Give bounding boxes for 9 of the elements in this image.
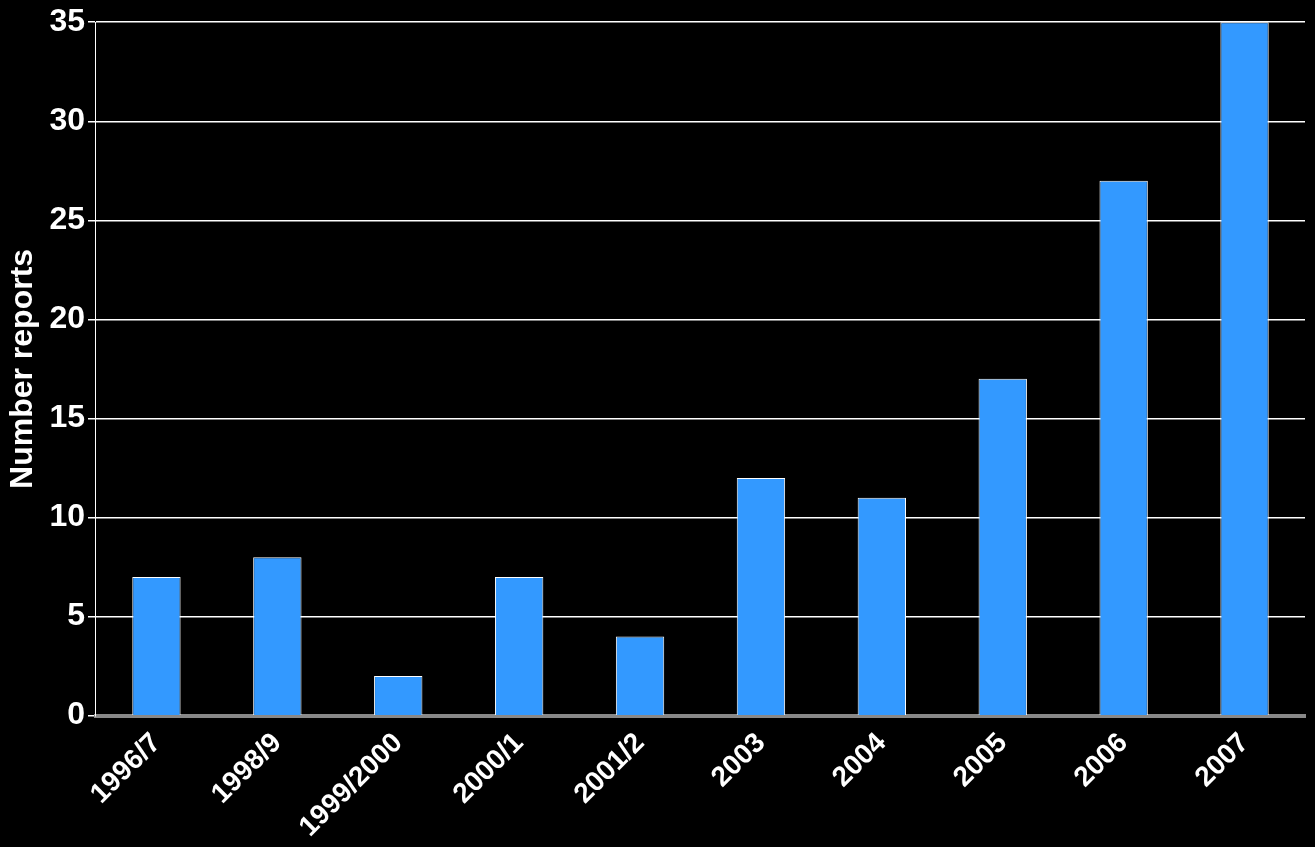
y-tick-label: 10: [49, 497, 85, 534]
y-tick-label: 5: [67, 596, 85, 633]
y-tick-label: 15: [49, 398, 85, 435]
y-tick-label: 25: [49, 200, 85, 237]
y-tick-label: 20: [49, 299, 85, 336]
y-tick-label: 30: [49, 101, 85, 138]
y-axis-title: Number reports: [3, 248, 40, 489]
y-tick-label: 0: [67, 695, 85, 732]
y-tick-label: 35: [49, 2, 85, 39]
